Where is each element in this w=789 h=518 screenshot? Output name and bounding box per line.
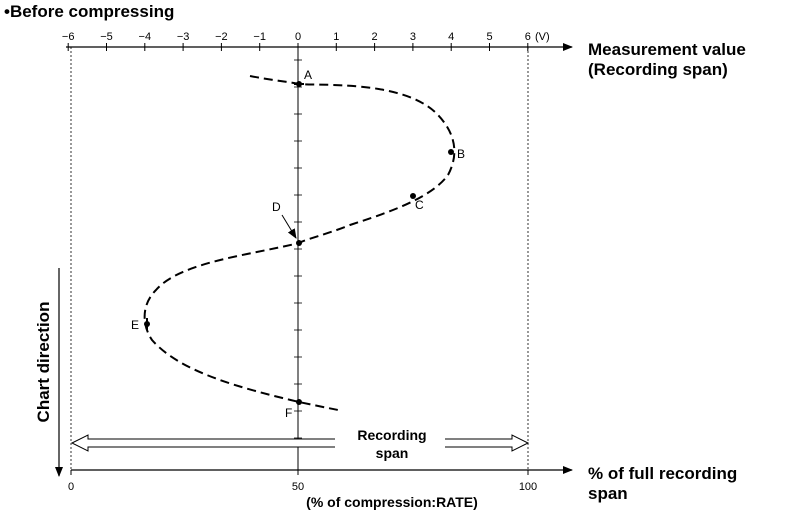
- top-tick-label-6: 6: [525, 31, 531, 43]
- point-d-label: D: [272, 200, 281, 214]
- top-tick-label-0: 0: [295, 31, 301, 43]
- top-tick-label-5: 5: [486, 31, 492, 43]
- top-tick-label-1: 1: [333, 31, 339, 43]
- point-a-label: A: [304, 68, 312, 82]
- diagram-title: •Before compressing: [4, 2, 174, 21]
- top-subaxis-label-3: 0: [295, 31, 301, 43]
- bottom-axis-label-line1: % of full recording: [588, 464, 737, 483]
- point-e: E: [131, 318, 150, 332]
- top-axis-ticks: −6 −5 −4 −3 −2 −1 0 1 2 3 4 5 6−6 −4 −2 0: [62, 31, 531, 51]
- top-axis-label-line1: Measurement value: [588, 40, 746, 59]
- span-arrow-outline: [70, 434, 530, 452]
- top-tick-label--1: −1: [253, 31, 266, 43]
- top-tick-label--6: −6: [62, 31, 75, 43]
- recording-span-label-line1: Recording: [357, 427, 426, 443]
- point-d-marker: [296, 240, 302, 246]
- point-f: F: [285, 399, 302, 420]
- point-c-label: C: [415, 198, 424, 212]
- center-axis-ticks: [294, 59, 302, 439]
- bottom-tick-label-50: 50: [292, 481, 304, 493]
- point-d: D: [272, 200, 302, 246]
- point-f-label: F: [285, 406, 292, 420]
- waveform-curve: [143, 75, 456, 411]
- point-c-marker: [410, 193, 416, 199]
- top-tick-label-4: 4: [448, 31, 454, 43]
- point-d-pointer: [281, 214, 297, 239]
- top-tick-label--4: −4: [139, 31, 152, 43]
- top-tick-label--5: −5: [100, 31, 113, 43]
- recording-span-label-line2: span: [376, 445, 409, 461]
- top-subaxis-label-1: −4: [140, 31, 153, 43]
- point-e-label: E: [131, 318, 139, 332]
- top-axis-label-line2: (Recording span): [588, 60, 728, 79]
- top-tick-label-3: 3: [410, 31, 416, 43]
- bottom-tick-label-100: 100: [519, 481, 537, 493]
- bottom-axis-label-line2: span: [588, 484, 628, 503]
- point-f-marker: [296, 399, 302, 405]
- top-subaxis-label-0: −6: [65, 31, 78, 43]
- top-tick-label--3: −3: [177, 31, 190, 43]
- top-tick-label--2: −2: [215, 31, 228, 43]
- top-tick-label-2: 2: [372, 31, 378, 43]
- top-axis-unit: (V): [535, 31, 550, 43]
- bottom-tick-label-0: 0: [68, 481, 74, 493]
- top-subaxis-label-2: −2: [216, 31, 229, 43]
- point-b: B: [448, 147, 465, 161]
- point-c: C: [410, 193, 424, 212]
- point-b-label: B: [457, 147, 465, 161]
- recording-span-arrow: Recording span: [70, 424, 530, 466]
- point-b-marker: [448, 149, 454, 155]
- chart-direction-label: Chart direction: [34, 302, 53, 423]
- bottom-axis-sublabel: (% of compression:RATE): [306, 494, 478, 510]
- span-label-background: [335, 424, 445, 466]
- point-a: A: [294, 68, 312, 87]
